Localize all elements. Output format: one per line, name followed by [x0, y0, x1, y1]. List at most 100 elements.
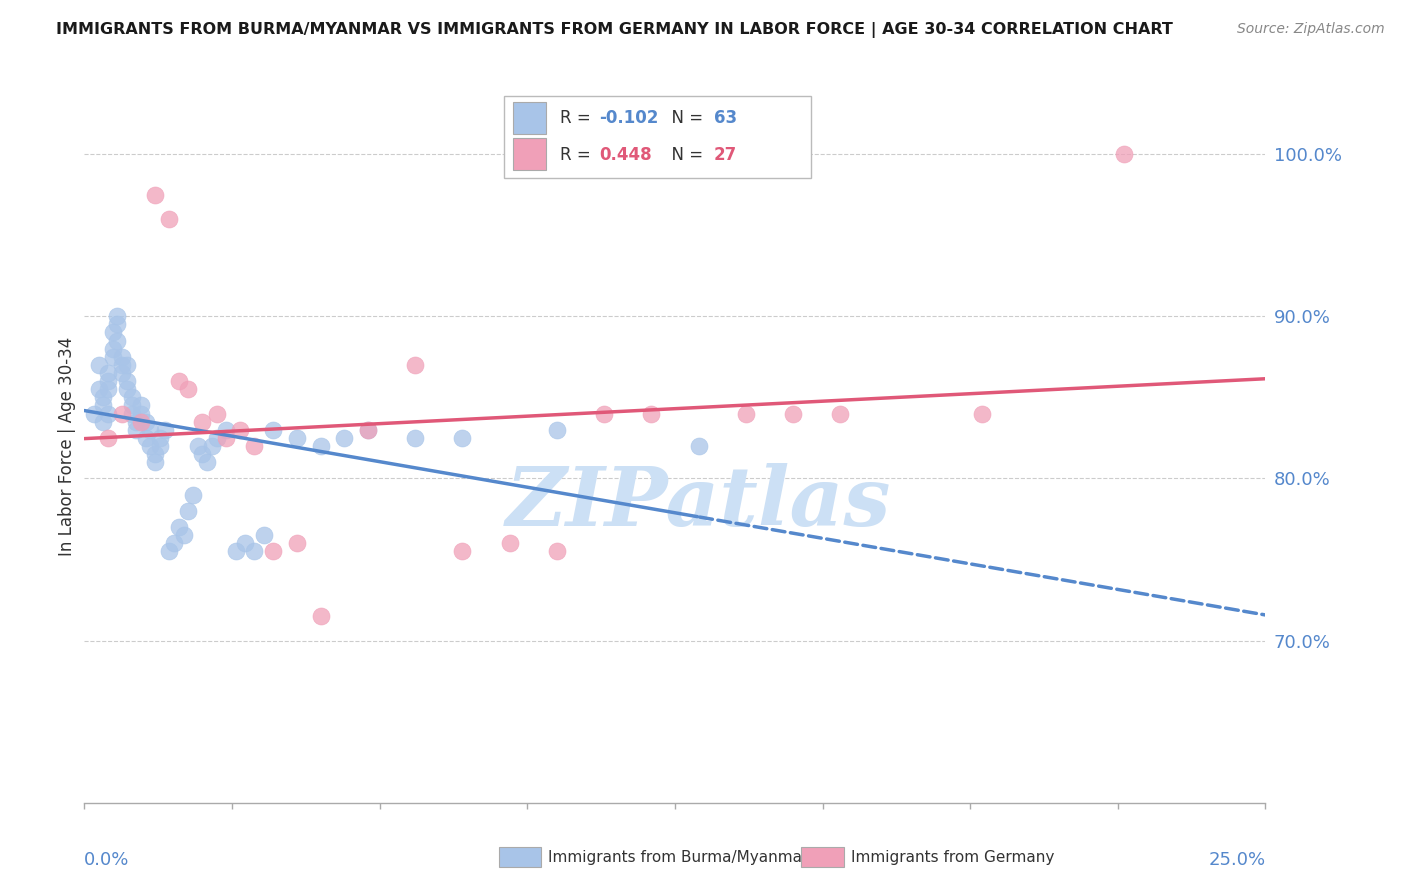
Point — [357, 423, 380, 437]
Point — [157, 211, 180, 226]
Point — [101, 342, 124, 356]
Point — [215, 431, 238, 445]
Text: N =: N = — [661, 109, 709, 127]
Point — [782, 407, 804, 421]
Point — [97, 374, 120, 388]
Point — [115, 358, 138, 372]
Point — [191, 415, 214, 429]
Point — [205, 431, 228, 445]
Point — [177, 504, 200, 518]
Point — [143, 455, 166, 469]
Point — [143, 187, 166, 202]
Point — [177, 382, 200, 396]
Point — [285, 536, 308, 550]
Point — [101, 350, 124, 364]
Point — [97, 407, 120, 421]
Point — [97, 382, 120, 396]
Point — [157, 544, 180, 558]
Point — [970, 407, 993, 421]
Y-axis label: In Labor Force | Age 30-34: In Labor Force | Age 30-34 — [58, 336, 76, 556]
Text: 27: 27 — [714, 146, 737, 164]
Text: Immigrants from Burma/Myanmar: Immigrants from Burma/Myanmar — [548, 850, 808, 864]
Point — [173, 528, 195, 542]
Point — [101, 326, 124, 340]
Point — [181, 488, 204, 502]
Point — [125, 415, 148, 429]
Point — [225, 544, 247, 558]
Point — [167, 374, 190, 388]
Point — [149, 431, 172, 445]
Point — [135, 415, 157, 429]
Point — [163, 536, 186, 550]
FancyBboxPatch shape — [513, 102, 546, 134]
Point — [121, 399, 143, 413]
Point — [233, 536, 256, 550]
Point — [498, 536, 520, 550]
Point — [167, 520, 190, 534]
Point — [262, 544, 284, 558]
Point — [309, 439, 332, 453]
Point — [91, 415, 114, 429]
Point — [111, 350, 134, 364]
FancyBboxPatch shape — [503, 96, 811, 178]
Text: 25.0%: 25.0% — [1208, 852, 1265, 870]
Point — [91, 390, 114, 404]
Point — [546, 423, 568, 437]
Point — [215, 423, 238, 437]
Point — [91, 399, 114, 413]
Point — [357, 423, 380, 437]
Point — [115, 382, 138, 396]
Point — [187, 439, 209, 453]
Point — [83, 407, 105, 421]
Point — [135, 431, 157, 445]
Point — [121, 390, 143, 404]
Point — [87, 358, 110, 372]
Point — [243, 439, 266, 453]
Point — [107, 310, 129, 324]
Text: 63: 63 — [714, 109, 737, 127]
Point — [111, 366, 134, 380]
Point — [129, 407, 152, 421]
Point — [149, 439, 172, 453]
Point — [205, 407, 228, 421]
Point — [87, 382, 110, 396]
Point — [404, 431, 426, 445]
Text: R =: R = — [561, 109, 596, 127]
Text: IMMIGRANTS FROM BURMA/MYANMAR VS IMMIGRANTS FROM GERMANY IN LABOR FORCE | AGE 30: IMMIGRANTS FROM BURMA/MYANMAR VS IMMIGRA… — [56, 22, 1173, 38]
Point — [229, 423, 252, 437]
Text: Source: ZipAtlas.com: Source: ZipAtlas.com — [1237, 22, 1385, 37]
Point — [451, 431, 474, 445]
Point — [97, 366, 120, 380]
Point — [97, 431, 120, 445]
Point — [115, 374, 138, 388]
Point — [1112, 147, 1135, 161]
Point — [593, 407, 616, 421]
FancyBboxPatch shape — [513, 137, 546, 169]
Point — [285, 431, 308, 445]
Point — [143, 447, 166, 461]
Point — [734, 407, 756, 421]
Point — [640, 407, 662, 421]
Text: -0.102: -0.102 — [599, 109, 658, 127]
Point — [309, 609, 332, 624]
Point — [153, 423, 176, 437]
Point — [195, 455, 218, 469]
Point — [121, 407, 143, 421]
Point — [688, 439, 710, 453]
Text: 0.448: 0.448 — [599, 146, 652, 164]
Point — [111, 407, 134, 421]
Point — [125, 423, 148, 437]
Point — [830, 407, 852, 421]
Point — [107, 334, 129, 348]
Point — [201, 439, 224, 453]
Point — [243, 544, 266, 558]
Point — [139, 423, 162, 437]
Point — [262, 423, 284, 437]
Point — [111, 358, 134, 372]
Point — [253, 528, 276, 542]
Text: 0.0%: 0.0% — [84, 852, 129, 870]
Point — [191, 447, 214, 461]
Point — [129, 415, 152, 429]
Point — [451, 544, 474, 558]
Text: R =: R = — [561, 146, 596, 164]
